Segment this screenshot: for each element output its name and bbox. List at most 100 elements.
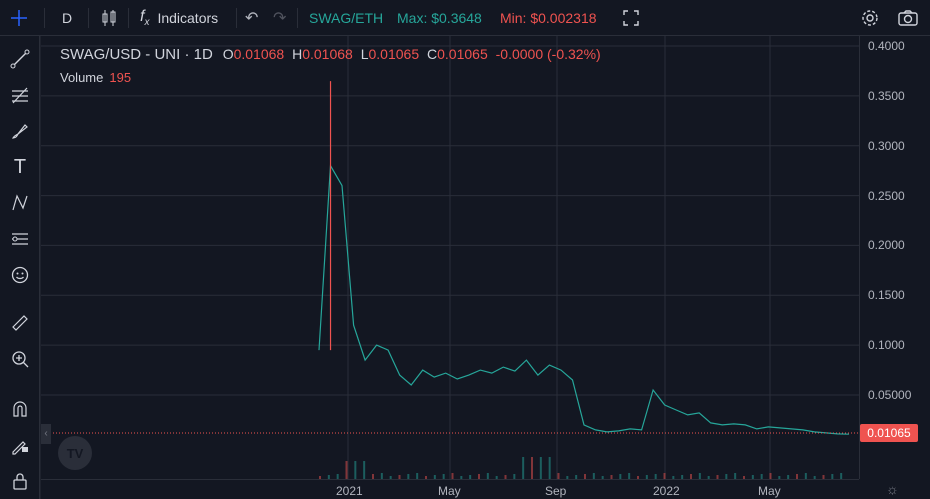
candles-icon[interactable]: [100, 0, 120, 36]
volume-bar: [690, 474, 692, 479]
close-value: 0.01065: [437, 46, 488, 62]
settings-gear-icon[interactable]: [860, 0, 880, 36]
volume-bar: [796, 474, 798, 479]
high-key: H: [292, 46, 303, 62]
pattern-icon[interactable]: [7, 190, 33, 216]
volume-bar: [831, 474, 834, 479]
volume-bar: [433, 475, 436, 479]
top-toolbar: D fx Indicators ↶ ↷ SWAG/ETH Max: $0.364…: [0, 0, 930, 36]
magnet-icon[interactable]: [7, 396, 33, 422]
camera-icon[interactable]: [897, 0, 919, 36]
volume-bar: [716, 475, 719, 479]
volume-bar: [769, 473, 772, 479]
volume-bar: [584, 474, 586, 479]
low-value: 0.01065: [368, 46, 420, 62]
undo-icon[interactable]: ↶: [245, 10, 259, 27]
volume-bar: [442, 474, 445, 479]
price-scale[interactable]: [859, 36, 930, 479]
indicators-button[interactable]: fx Indicators: [140, 0, 218, 36]
scale-settings-icon[interactable]: ☼: [886, 481, 899, 497]
volume-bar: [698, 473, 701, 479]
volume-bar: [425, 476, 427, 479]
volume-bar: [380, 473, 383, 479]
ruler-icon[interactable]: [7, 310, 33, 336]
volume-bar: [531, 457, 533, 479]
price-tick-label: 0.4000: [868, 39, 905, 53]
volume-bar: [327, 475, 330, 479]
volume-bar: [548, 457, 551, 479]
volume-bar: [319, 476, 321, 479]
lock-icon[interactable]: [7, 468, 33, 494]
symbol-label: SWAG/USD - UNI · 1D: [60, 46, 213, 63]
crosshair-logo-icon[interactable]: [8, 8, 30, 28]
volume-bar: [592, 473, 595, 479]
time-scale[interactable]: [41, 479, 859, 499]
fx-icon: fx: [140, 7, 150, 29]
volume-bar: [610, 475, 613, 479]
price-tick-label: 0.2000: [868, 238, 905, 253]
volume-bar: [345, 461, 348, 479]
price-tick-label: 0.3500: [868, 88, 905, 103]
collapse-toolbar-arrow-icon[interactable]: ‹: [41, 424, 51, 444]
prediction-icon[interactable]: [7, 226, 33, 252]
max-price-label: Max: $0.3648: [397, 10, 482, 26]
chart-pane[interactable]: [41, 36, 930, 499]
volume-value: 195: [109, 70, 132, 85]
price-chart[interactable]: [41, 36, 859, 479]
volume-bar: [416, 473, 419, 479]
interval-label: D: [62, 10, 73, 26]
volume-bar: [372, 474, 374, 479]
volume-bar: [628, 473, 631, 479]
volume-bar: [813, 476, 816, 479]
toolbar-divider: [236, 8, 237, 28]
fullscreen-icon[interactable]: [622, 0, 640, 36]
volume-bar: [363, 461, 366, 479]
change-value: -0.0000 (-0.32%): [495, 46, 601, 62]
volume-bar: [663, 473, 666, 479]
toolbar-divider: [88, 8, 89, 28]
redo-icon[interactable]: ↷: [273, 10, 287, 27]
tradingview-logo: TV: [58, 436, 92, 470]
brush-icon[interactable]: [7, 118, 33, 144]
volume-bar: [707, 476, 710, 479]
volume-bar: [407, 474, 410, 479]
volume-bar: [725, 474, 728, 479]
volume-bar: [645, 475, 648, 479]
toolbar-divider: [128, 8, 129, 28]
volume-bar: [504, 475, 507, 479]
time-tick-label: 2022: [653, 484, 680, 498]
volume-bar: [840, 473, 843, 479]
fib-icon[interactable]: [7, 82, 33, 108]
volume-bar: [760, 474, 763, 479]
volume-bar: [637, 476, 639, 479]
series-legend: SWAG/USD - UNI · 1D O0.01068 H0.01068 L0…: [60, 46, 601, 63]
lock-draw-icon[interactable]: [7, 432, 33, 458]
volume-bar: [522, 457, 525, 479]
indicators-label: Indicators: [157, 10, 219, 26]
zoom-icon[interactable]: [7, 346, 33, 372]
volume-bar: [336, 474, 339, 479]
volume-bar: [478, 474, 480, 479]
time-tick-label: May: [758, 484, 781, 498]
volume-bar: [751, 475, 754, 479]
volume-bar: [787, 475, 790, 479]
volume-bar: [804, 473, 807, 479]
price-tick-label: 0.2500: [868, 188, 905, 203]
emoji-icon[interactable]: [7, 262, 33, 288]
price-tick-label: 0.05000: [868, 388, 912, 402]
toolbar-divider: [44, 8, 45, 28]
volume-bar: [354, 461, 357, 479]
time-tick-label: 2021: [336, 484, 363, 498]
volume-bar: [672, 476, 675, 479]
text-icon[interactable]: T: [13, 155, 27, 178]
volume-label: Volume: [60, 70, 104, 85]
interval-button[interactable]: D: [62, 0, 72, 36]
volume-bar: [743, 476, 745, 479]
time-tick-label: Sep: [545, 484, 567, 498]
volume-bar: [539, 457, 542, 479]
volume-bar: [389, 476, 392, 479]
trend-line-icon[interactable]: [7, 46, 33, 72]
price-tick-label: 0.3000: [868, 138, 905, 153]
high-value: 0.01068: [302, 46, 353, 62]
